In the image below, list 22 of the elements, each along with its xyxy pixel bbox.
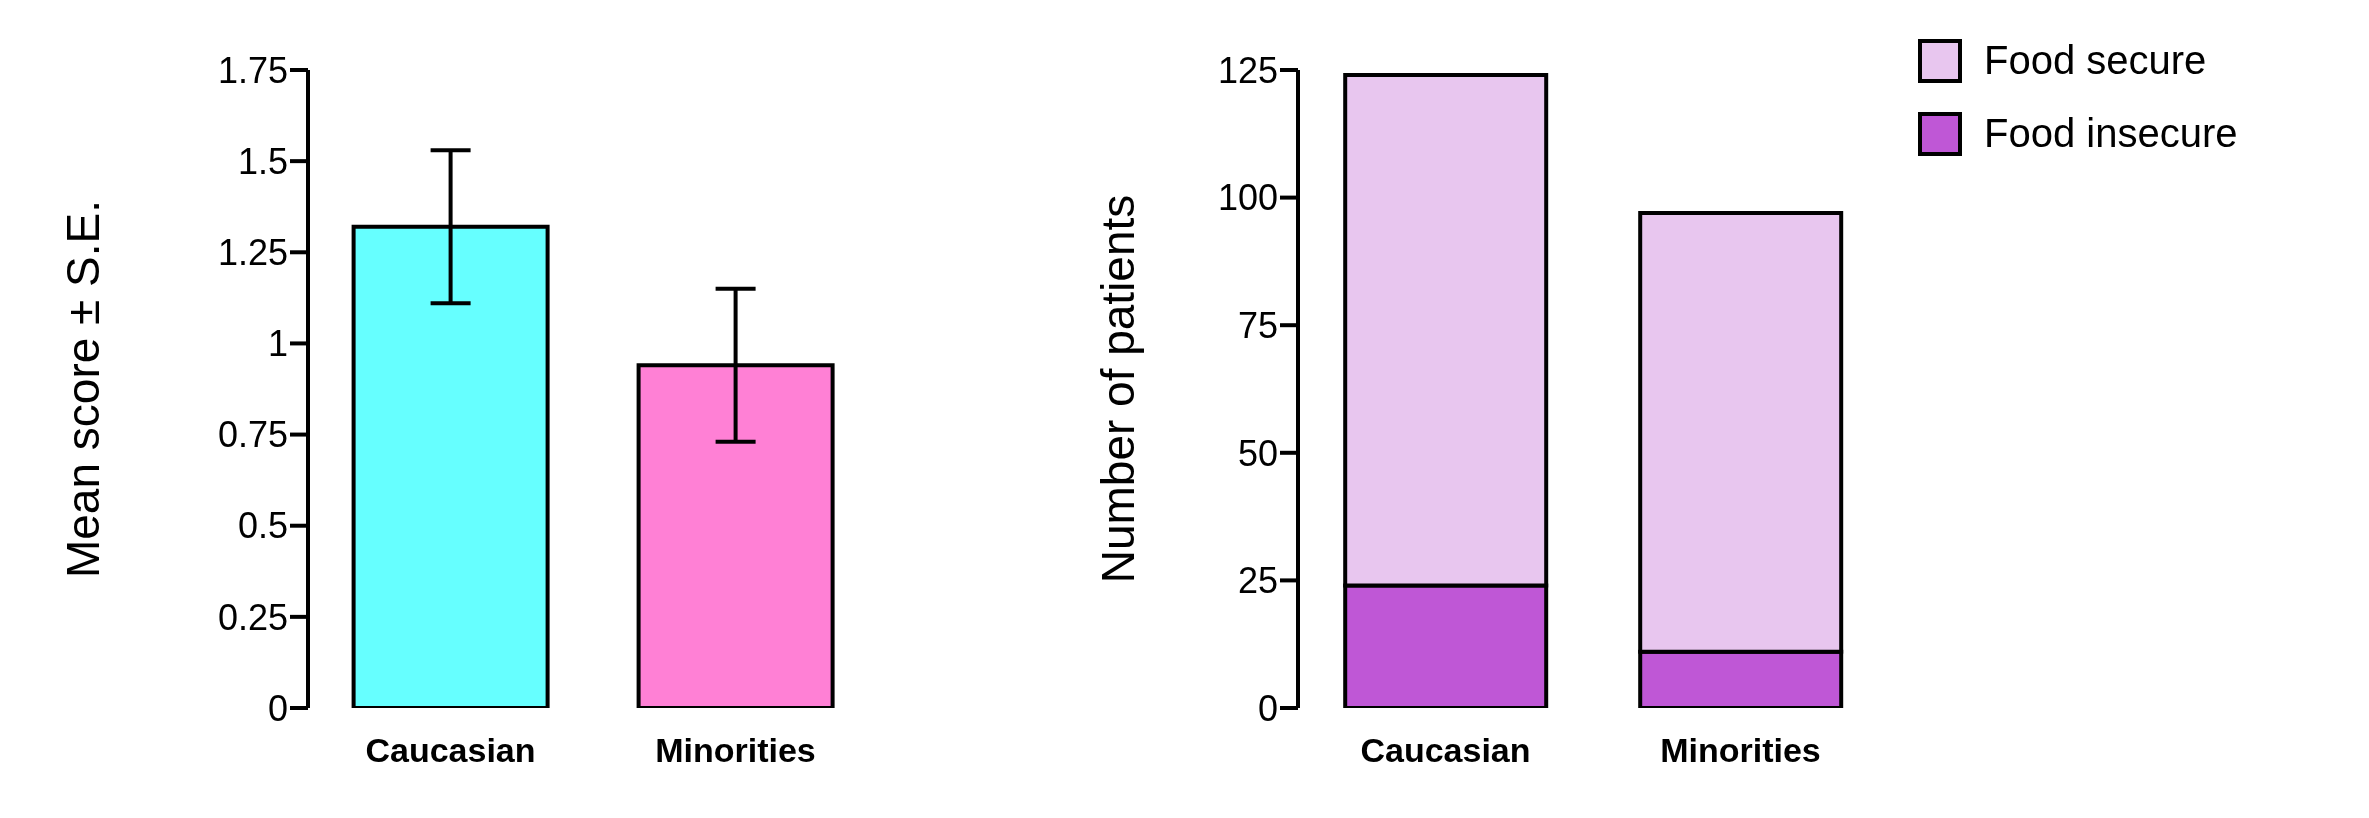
y-tick-label: 0.25 xyxy=(217,596,288,638)
y-tick-label: 75 xyxy=(1237,304,1278,346)
y-tick-label: 0 xyxy=(1257,687,1278,729)
legend-label: Food secure xyxy=(1984,38,2207,83)
y-tick-label: 100 xyxy=(1217,177,1278,219)
y-axis-title: Number of patients xyxy=(1092,194,1145,584)
y-tick-label: 25 xyxy=(1237,560,1278,602)
legend-label: Food insecure xyxy=(1984,111,2238,156)
y-tick-label: 1.75 xyxy=(217,49,288,91)
y-tick-label: 0 xyxy=(267,687,288,729)
y-tick-label: 50 xyxy=(1237,432,1278,474)
x-tick-label: Caucasian xyxy=(365,731,536,770)
y-tick-label: 0.75 xyxy=(217,414,288,456)
y-tick-label: 1.25 xyxy=(217,232,288,274)
y-tick-label: 1 xyxy=(267,323,288,365)
x-tick-label: Caucasian xyxy=(1360,731,1531,770)
x-tick-label: Minorities xyxy=(655,731,816,770)
y-tick-label: 0.5 xyxy=(237,505,288,547)
y-tick-label: 125 xyxy=(1217,49,1278,91)
y-axis-title: Mean score ± S.E. xyxy=(57,199,110,579)
x-tick-label: Minorities xyxy=(1660,731,1821,770)
y-tick-label: 1.5 xyxy=(237,140,288,182)
